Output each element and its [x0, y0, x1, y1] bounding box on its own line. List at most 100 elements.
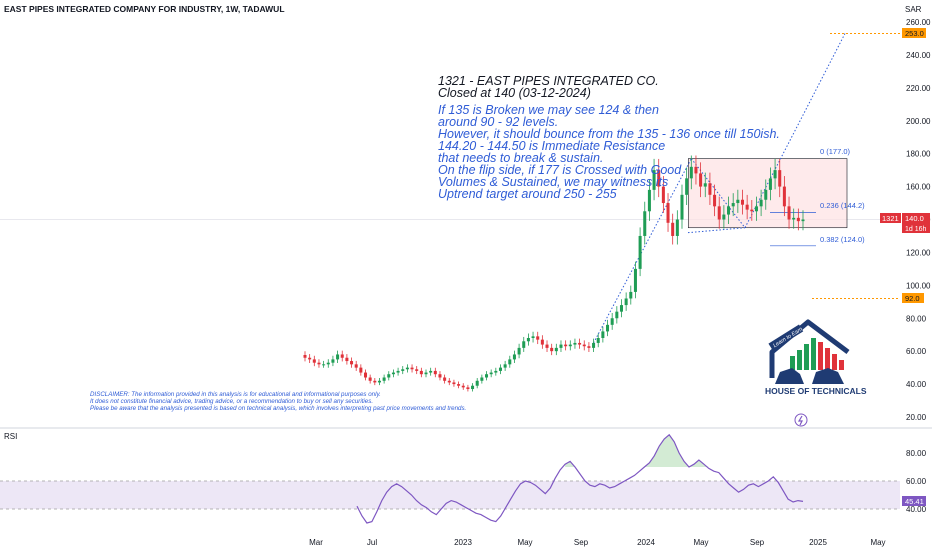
x-tick-8: 2025 [809, 538, 827, 547]
rsi-pane [0, 433, 900, 524]
candle-body-14 [368, 377, 372, 381]
candle-body-104 [787, 206, 791, 220]
price-tick-60: 60.00 [906, 347, 927, 356]
price-tag-countdown: 1d 16h [905, 226, 927, 233]
rsi-tick-80: 80.00 [906, 449, 927, 458]
candle-body-62 [592, 342, 596, 348]
candle-body-4 [322, 364, 326, 366]
rsi-tick-40: 40.00 [906, 505, 927, 514]
candle-body-5 [326, 362, 330, 365]
candle-body-94 [740, 199, 745, 205]
candle-body-65 [606, 324, 610, 332]
candle-body-87 [708, 183, 712, 195]
annotation-line-3: However, it should bounce from the 135 -… [438, 127, 780, 141]
annotation-heading-2: Closed at 140 (03-12-2024) [438, 86, 591, 100]
logo-name: HOUSE OF TECHNICALS [765, 386, 867, 396]
candle-body-78 [666, 203, 670, 223]
currency-label: SAR [905, 5, 922, 14]
fib-label-0: 0 (177.0) [820, 147, 851, 156]
candle-body-38 [480, 377, 484, 381]
candle-body-49 [531, 336, 535, 338]
analysis-annotation: 1321 - EAST PIPES INTEGRATED CO. Closed … [438, 74, 780, 201]
logo-banner: Learn to Earn [772, 326, 803, 349]
chart-title: EAST PIPES INTEGRATED COMPANY FOR INDUST… [4, 4, 285, 14]
bull-icon [775, 368, 804, 384]
candle-body-30 [443, 377, 447, 381]
candle-body-101 [773, 170, 777, 179]
candle-body-15 [373, 380, 377, 383]
candle-body-36 [471, 385, 475, 390]
annotation-line-6: On the flip side, if 177 is Crossed with… [438, 163, 682, 177]
candle-body-8 [340, 354, 344, 358]
candle-body-91 [727, 206, 731, 215]
candle-body-61 [587, 346, 591, 348]
candle-body-105 [792, 217, 796, 220]
annotation-line-5: that needs to break & sustain. [438, 151, 603, 165]
price-tag: 1321 140.0 1d 16h [880, 213, 930, 233]
candle-body-86 [703, 183, 707, 187]
candle-body-18 [387, 374, 391, 378]
candle-body-13 [363, 372, 368, 378]
candle-body-89 [717, 206, 721, 220]
candle-body-97 [754, 206, 758, 212]
candle-body-84 [694, 166, 698, 174]
candle-body-107 [801, 219, 805, 222]
candle-body-82 [685, 178, 689, 195]
x-tick-1: Jul [367, 538, 377, 547]
annotation-line-8: Uptrend target around 250 - 255 [438, 187, 617, 201]
consolidation-box [687, 158, 848, 229]
candle-body-103 [782, 186, 786, 207]
level-label-253: 253.0 [905, 29, 924, 38]
price-tick-80: 80.00 [906, 314, 927, 323]
bear-icon [812, 368, 844, 384]
candle-body-51 [540, 339, 544, 345]
candle-body-106 [796, 217, 800, 222]
candle-body-53 [550, 347, 554, 352]
candle-body-23 [410, 367, 414, 370]
candle-body-10 [350, 361, 354, 365]
rsi-line [356, 433, 804, 524]
annotation-line-7: Volumes & Sustained, we may witness its [438, 175, 668, 189]
candle-body-48 [526, 338, 530, 342]
candle-body-71 [633, 268, 637, 292]
candle-body-92 [731, 203, 735, 207]
candle-body-75 [652, 170, 656, 190]
candle-body-50 [536, 336, 540, 340]
candle-body-2 [312, 359, 316, 363]
annotation-heading-1: 1321 - EAST PIPES INTEGRATED CO. [438, 74, 659, 88]
candle-body-58 [573, 342, 577, 345]
candle-body-55 [559, 344, 563, 348]
candle-body-1 [308, 357, 312, 360]
candle-body-43 [503, 364, 507, 368]
candle-body-67 [615, 311, 619, 319]
candle-body-24 [415, 369, 419, 371]
candle-body-69 [624, 298, 628, 306]
candle-body-32 [452, 382, 456, 385]
annotation-line-4: 144.20 - 144.50 is Immediate Resistance [438, 139, 665, 153]
x-tick-7: Sep [750, 538, 765, 547]
candle-body-29 [438, 374, 442, 378]
candle-body-20 [396, 370, 400, 373]
lightning-icon[interactable] [794, 413, 808, 427]
candle-body-45 [512, 354, 516, 360]
candle-body-41 [494, 370, 498, 373]
candle-body-72 [638, 235, 642, 269]
candle-body-31 [447, 380, 451, 383]
candle-body-64 [601, 331, 605, 338]
candle-body-88 [713, 194, 717, 207]
candle-body-46 [517, 347, 521, 355]
disclaimer-line-3: Please be aware that the analysis presen… [90, 405, 466, 412]
level-tag-253: 253.0 [902, 28, 926, 38]
x-tick-4: Sep [574, 538, 589, 547]
trendline-target [744, 33, 846, 228]
trendline-support [687, 227, 746, 234]
rsi-value-tag: 45.41 [902, 496, 926, 506]
candle-body-93 [736, 199, 740, 204]
candle-body-11 [354, 364, 358, 368]
x-tick-6: May [693, 538, 708, 547]
candle-body-76 [657, 170, 661, 187]
level-label-92: 92.0 [905, 294, 920, 303]
candle-body-95 [745, 204, 749, 210]
candle-body-9 [345, 357, 349, 362]
